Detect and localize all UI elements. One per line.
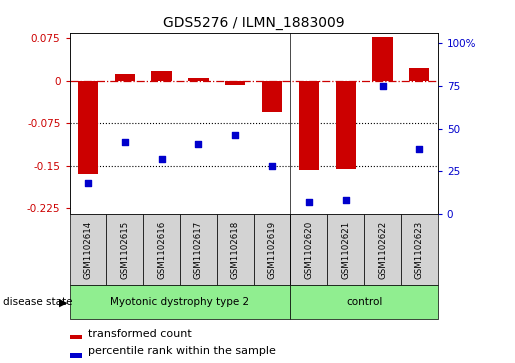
FancyBboxPatch shape [364, 214, 401, 285]
Text: GSM1102622: GSM1102622 [378, 220, 387, 279]
FancyBboxPatch shape [106, 214, 143, 285]
Text: transformed count: transformed count [88, 329, 192, 339]
Text: ▶: ▶ [59, 297, 68, 307]
Point [415, 146, 423, 152]
Text: disease state: disease state [3, 297, 72, 307]
Text: Myotonic dystrophy type 2: Myotonic dystrophy type 2 [110, 297, 250, 307]
Text: GSM1102619: GSM1102619 [268, 220, 277, 279]
Text: GSM1102620: GSM1102620 [304, 220, 313, 279]
Point [341, 197, 350, 203]
Bar [372, 37, 392, 81]
Point [268, 163, 276, 169]
Point [158, 156, 166, 162]
FancyBboxPatch shape [290, 285, 438, 319]
Text: GSM1102618: GSM1102618 [231, 220, 239, 279]
Bar [115, 73, 135, 81]
Bar [70, 335, 82, 339]
Point [305, 199, 313, 205]
FancyBboxPatch shape [143, 214, 180, 285]
Point [194, 141, 202, 147]
Bar [299, 81, 319, 171]
Text: GSM1102614: GSM1102614 [83, 220, 92, 279]
Text: GSM1102621: GSM1102621 [341, 220, 350, 279]
Bar [188, 78, 209, 81]
Title: GDS5276 / ILMN_1883009: GDS5276 / ILMN_1883009 [163, 16, 345, 30]
Point [231, 132, 239, 138]
FancyBboxPatch shape [70, 214, 106, 285]
FancyBboxPatch shape [217, 214, 253, 285]
Bar [336, 81, 356, 169]
Point [379, 83, 387, 89]
Text: GSM1102617: GSM1102617 [194, 220, 203, 279]
FancyBboxPatch shape [253, 214, 290, 285]
FancyBboxPatch shape [401, 214, 438, 285]
Bar [409, 68, 430, 81]
FancyBboxPatch shape [180, 214, 217, 285]
FancyBboxPatch shape [70, 285, 290, 319]
Text: percentile rank within the sample: percentile rank within the sample [88, 346, 276, 356]
Bar [70, 353, 82, 358]
Bar [262, 81, 282, 112]
FancyBboxPatch shape [328, 214, 364, 285]
Text: GSM1102616: GSM1102616 [157, 220, 166, 279]
Bar [225, 81, 245, 85]
FancyBboxPatch shape [290, 214, 328, 285]
Point [121, 139, 129, 145]
Text: GSM1102623: GSM1102623 [415, 220, 424, 279]
Text: GSM1102615: GSM1102615 [121, 220, 129, 279]
Point [84, 180, 92, 186]
Bar [151, 71, 171, 81]
Text: control: control [346, 297, 382, 307]
Bar [78, 81, 98, 175]
